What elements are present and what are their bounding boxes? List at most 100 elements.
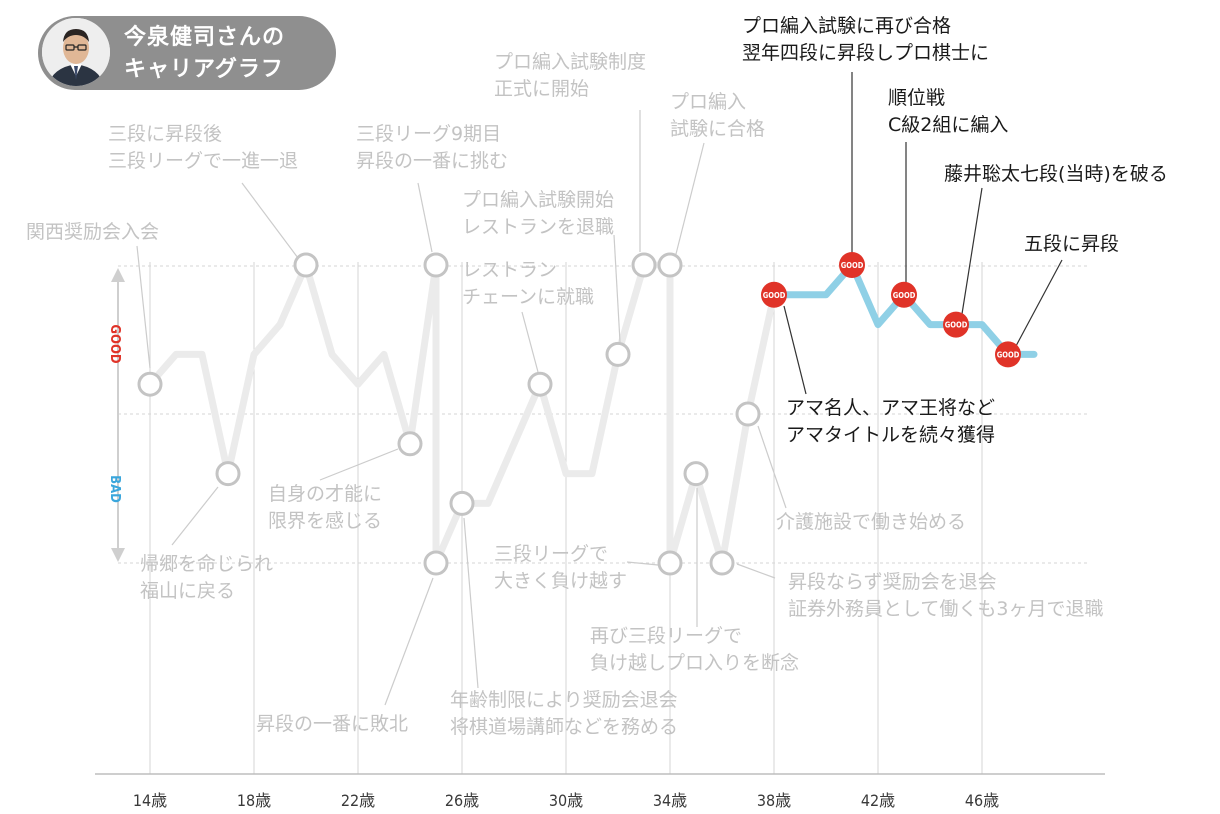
annotation-leader-line xyxy=(783,305,807,395)
event-marker xyxy=(397,431,423,457)
annotation-leader-line xyxy=(136,245,151,369)
x-tick-label: 18歳 xyxy=(237,791,271,810)
annotation-line: 三段に昇段後 xyxy=(108,123,222,145)
annotation-line: 証券外務員として働くも3ヶ月で退職 xyxy=(788,598,1104,620)
x-tick-label: 42歳 xyxy=(861,791,895,810)
annotation-line: 藤井聡太七段(当時)を破る xyxy=(944,163,1168,185)
event-marker xyxy=(423,550,449,576)
annotation-line: 昇段ならず奨励会を退会 xyxy=(788,571,997,593)
event-marker xyxy=(735,401,761,427)
annotation-line: アマ名人、アマ王将など xyxy=(786,397,995,419)
x-tick-label: 26歳 xyxy=(445,791,479,810)
annotation-line: チェーンに就職 xyxy=(462,286,594,308)
annotation-line: 試験に合格 xyxy=(670,118,765,140)
event-marker xyxy=(657,550,683,576)
event-marker xyxy=(137,371,163,397)
event-marker xyxy=(293,252,319,278)
page-title-line1: 今泉健司さんの xyxy=(124,25,286,50)
annotation-leader-line xyxy=(736,563,776,579)
good-marker xyxy=(943,311,969,338)
x-tick-label: 46歳 xyxy=(965,791,999,810)
annotation-line: プロ編入 xyxy=(670,91,746,113)
annotation-leader-line xyxy=(384,577,434,706)
annotation-line: 正式に開始 xyxy=(494,78,589,100)
annotation-line: 再び三段リーグで xyxy=(590,625,742,647)
event-marker xyxy=(449,490,475,516)
annotation-label: 帰郷を命じられ福山に戻る xyxy=(140,553,273,602)
annotation-label: 再び三段リーグで負け越しプロ入りを断念 xyxy=(590,625,799,674)
annotation-line: 負け越しプロ入りを断念 xyxy=(590,651,799,674)
annotation-line: 帰郷を命じられ xyxy=(140,553,273,575)
x-tick-label: 22歳 xyxy=(341,791,375,810)
annotation-leader-line xyxy=(171,486,219,546)
annotation-label: 三段リーグ9期目昇段の一番に挑む xyxy=(356,123,508,172)
event-marker xyxy=(423,252,449,278)
x-tick-label: 30歳 xyxy=(549,791,583,810)
annotation-label: レストランチェーンに就職 xyxy=(462,259,594,308)
portrait-avatar xyxy=(42,18,110,86)
annotation-label: 関西奨励会入会 xyxy=(26,221,159,243)
annotation-leader-line xyxy=(463,517,479,689)
annotation-line: レストランを退職 xyxy=(462,216,614,238)
annotation-line: 将棋道場講師などを務める xyxy=(450,716,678,738)
annotation-line: プロ編入試験制度 xyxy=(494,51,646,73)
annotation-line: 五段に昇段 xyxy=(1024,233,1119,255)
event-marker xyxy=(605,341,631,367)
annotation-line: 昇段の一番に敗北 xyxy=(256,713,408,735)
good-marker xyxy=(891,281,917,308)
good-marker-label: GOOD xyxy=(893,291,916,300)
annotation-line: 大きく負け越す xyxy=(494,570,627,592)
person-portrait-icon xyxy=(42,18,110,86)
annotation-label: 介護施設で働き始める xyxy=(776,511,966,533)
annotation-label: プロ編入試験開始レストランを退職 xyxy=(462,189,614,238)
annotation-label: 三段リーグで大きく負け越す xyxy=(494,543,627,592)
annotation-line: 自身の才能に xyxy=(268,483,382,505)
annotation-leader-line xyxy=(1015,259,1063,347)
annotation-line: 三段リーグで一進一退 xyxy=(108,150,298,172)
annotation-leader-line xyxy=(417,182,433,253)
annotation-leader-line xyxy=(521,311,539,373)
bad-axis-label: BAD xyxy=(107,475,122,503)
good-marker-label: GOOD xyxy=(763,291,786,300)
event-marker xyxy=(709,550,735,576)
down-arrowhead-icon xyxy=(111,548,125,562)
annotation-label: 順位戦 C級2組に編入 xyxy=(888,87,1008,136)
good-axis-label: GOOD xyxy=(107,324,122,363)
annotation-leader-line xyxy=(319,448,399,481)
annotation-leader-line xyxy=(626,561,659,566)
recent-series-line xyxy=(770,261,1038,358)
x-tick-label: 14歳 xyxy=(133,791,167,810)
annotation-line: 介護施設で働き始める xyxy=(776,511,966,533)
annotation-label: 昇段の一番に敗北 xyxy=(256,713,408,735)
annotation-line: 福山に戻る xyxy=(140,580,235,602)
up-arrowhead-icon xyxy=(111,268,125,282)
annotation-line: 限界を感じる xyxy=(268,510,382,532)
annotation-label: 年齢制限により奨励会退会将棋道場講師などを務める xyxy=(450,689,678,738)
page-title-line2: キャリアグラフ xyxy=(124,57,284,82)
annotation-line: 三段リーグ9期目 xyxy=(356,123,501,145)
annotation-label: 自身の才能に限界を感じる xyxy=(268,483,382,532)
annotation-line: 順位戦 xyxy=(888,87,945,109)
annotation-label: 三段に昇段後三段リーグで一進一退 xyxy=(108,123,298,172)
x-tick-label: 38歳 xyxy=(757,791,791,810)
good-marker xyxy=(995,341,1021,368)
annotation-line: アマタイトルを続々獲得 xyxy=(786,424,995,446)
annotation-line: レストラン xyxy=(462,259,557,281)
good-marker-label: GOOD xyxy=(841,261,864,270)
annotation-label: 藤井聡太七段(当時)を破る xyxy=(944,163,1168,185)
event-marker xyxy=(527,371,553,397)
x-tick-label: 34歳 xyxy=(653,791,687,810)
annotation-label: プロ編入試験制度正式に開始 xyxy=(494,51,646,100)
good-marker-label: GOOD xyxy=(997,350,1020,359)
annotation-label: アマ名人、アマ王将などアマタイトルを続々獲得 xyxy=(786,397,995,446)
event-marker xyxy=(631,252,657,278)
annotation-label: プロ編入試験に合格 xyxy=(670,91,765,140)
annotation-line: プロ編入試験開始 xyxy=(462,189,614,211)
good-marker-label: GOOD xyxy=(945,321,968,330)
annotation-line: プロ編入試験に再び合格 xyxy=(742,15,951,37)
annotation-label: プロ編入試験に再び合格翌年四段に昇段しプロ棋士に xyxy=(742,15,989,64)
annotation-line: 昇段の一番に挑む xyxy=(356,150,508,172)
annotation-leader-line xyxy=(613,234,621,343)
annotation-line: 翌年四段に昇段しプロ棋士に xyxy=(742,42,989,64)
